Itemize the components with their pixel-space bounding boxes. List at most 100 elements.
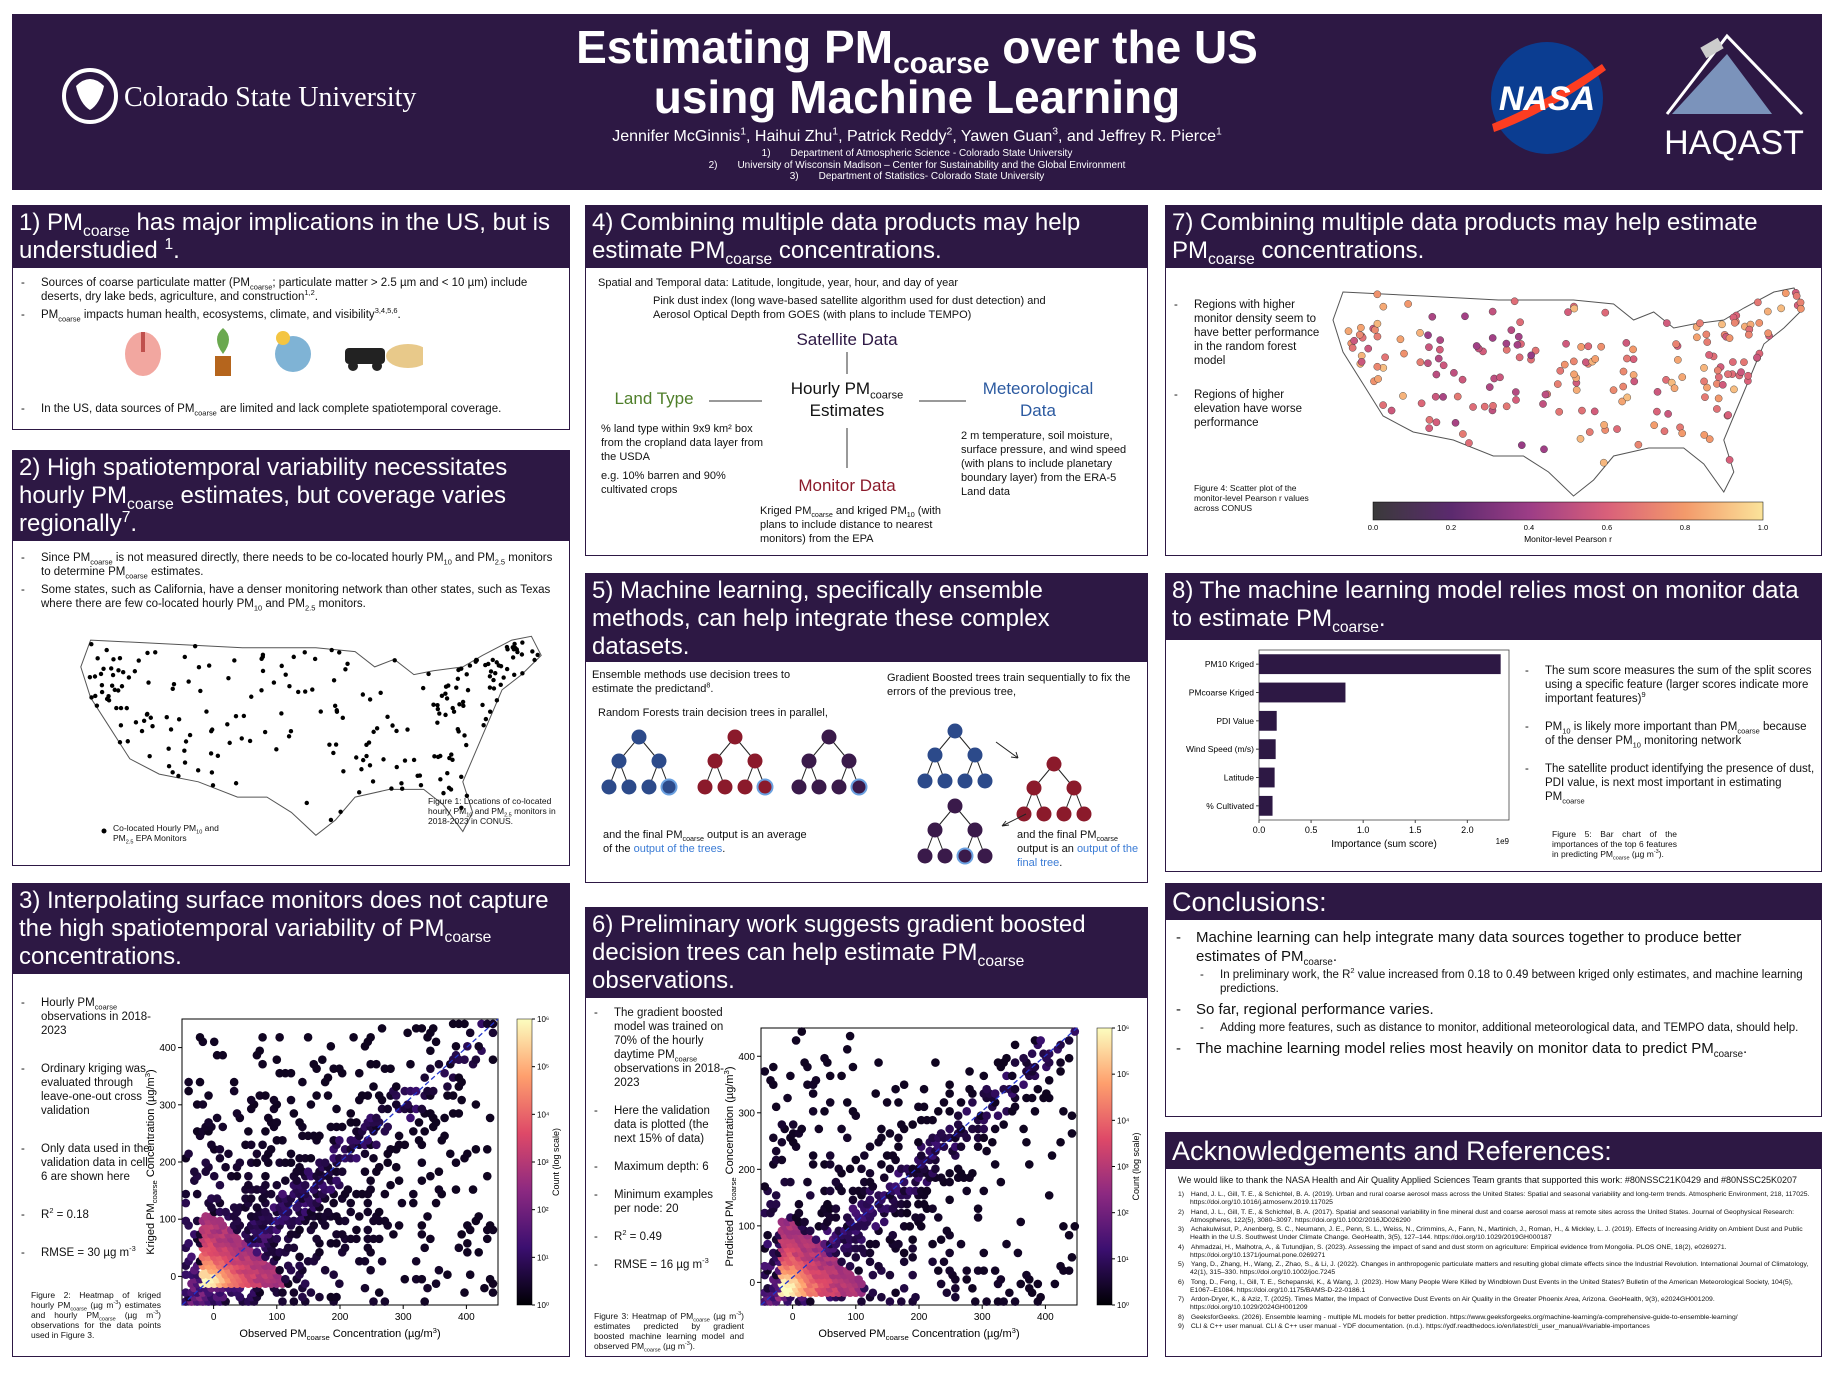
pearson-dot: [1705, 435, 1714, 443]
heatmap-cell: [283, 1261, 293, 1271]
text-run: Sources of coarse particulate matter (PM: [41, 277, 250, 289]
title-line: using Machine Learning: [653, 71, 1181, 123]
heatmap-cell: [374, 1162, 384, 1172]
conclusion: Machine learning can help integrate many…: [1172, 928, 1807, 996]
heatmap-cell: [488, 1288, 498, 1297]
heatmap-cell: [323, 1207, 333, 1217]
monitor-dot: [150, 724, 155, 729]
heatmap-cell: [181, 1198, 191, 1208]
pearson-dot: [1670, 384, 1679, 393]
affiliation: 2) University of Wisconsin Madison – Cen…: [708, 159, 1126, 171]
pearson-dot: [1512, 388, 1520, 396]
panel-title: 8) The machine learning model relies mos…: [1166, 574, 1821, 640]
x-offset-label: 1e9: [1496, 837, 1510, 846]
pearson-dot: [1515, 353, 1524, 362]
monitor-dot: [310, 687, 315, 692]
monitor-dot: [512, 641, 517, 647]
heatmap-cell: [463, 1149, 472, 1159]
satellite-label: Satellite Data: [796, 330, 898, 349]
heatmap-cell: [451, 1158, 461, 1168]
pearson-dot: [1705, 351, 1713, 359]
tree-node: [660, 778, 678, 796]
subscript: coarse: [870, 389, 904, 402]
heatmap-cell: [315, 1292, 324, 1302]
heatmap-cell: [380, 1189, 390, 1199]
heatmap-cell: [363, 1225, 373, 1235]
heatmap-cell: [951, 1284, 960, 1293]
pearson-dot: [1373, 290, 1382, 299]
heatmap-cell: [897, 1297, 906, 1306]
monitor-dot: [198, 688, 203, 694]
heatmap-cell: [428, 1024, 438, 1033]
heatmap-cell: [198, 1100, 208, 1109]
text-run: Jennifer McGinnis: [612, 128, 741, 145]
heatmap-cell: [232, 1109, 242, 1118]
bar: [1259, 654, 1501, 675]
heatmap-cell: [894, 1142, 903, 1151]
heatmap-cell: [888, 1230, 898, 1240]
heatmap-cell: [848, 1106, 858, 1116]
heatmap-cell: [258, 1033, 267, 1042]
text-run: The machine learning model relies most h…: [1196, 1040, 1714, 1057]
heatmap-cell: [184, 1077, 193, 1087]
pearson-dot: [1740, 358, 1748, 366]
tree-edge: [808, 736, 830, 762]
monitor-dot: [364, 753, 369, 759]
tree-node: [937, 773, 953, 789]
text-run: ): [437, 1328, 441, 1340]
pearson-dot: [1600, 421, 1608, 429]
heatmap-cell: [326, 1041, 336, 1051]
monitor-dot: [501, 675, 506, 680]
heatmap-cell: [340, 1216, 350, 1226]
heatmap-cell: [337, 1230, 347, 1239]
superscript: 3: [1012, 1326, 1016, 1335]
heatmap-cell: [885, 1129, 895, 1138]
monitor-dot: [450, 705, 455, 711]
heatmap-cell: [312, 1234, 321, 1244]
panel-2: 2) High spatiotemporal variability neces…: [12, 450, 570, 866]
monitor-dot: [494, 660, 499, 665]
monitor-dot: [487, 685, 493, 690]
heatmap-cell: [965, 1067, 974, 1076]
monitor-dot: [420, 685, 426, 691]
monitor-dot: [126, 675, 132, 680]
monitor-dot: [411, 757, 417, 763]
monitor-dot: [371, 729, 376, 735]
heatmap-cell: [374, 1091, 384, 1100]
figure-caption: Figure 5: Bar chart of the importances o…: [1552, 829, 1677, 861]
monitor-dot: [249, 694, 254, 699]
tree-edge: [848, 760, 860, 788]
text-run: estimates, but coverage varies regionall…: [19, 482, 507, 537]
heatmap-cell: [805, 1226, 815, 1236]
pearson-dot: [1357, 323, 1365, 332]
monitor-dot: [141, 718, 147, 723]
monitor-dot: [504, 666, 510, 672]
pearson-dot: [1700, 364, 1708, 372]
panel-title: 1) PMcoarse has major implications in th…: [13, 206, 569, 268]
tree-node: [641, 779, 657, 795]
reference: 3) Achakulwisut, P., Anenberg, S. C., Ne…: [1178, 1226, 1803, 1241]
heatmap-cell: [825, 1186, 835, 1196]
heatmap-cell: [1056, 1040, 1065, 1050]
x-tick-label: 200: [332, 1312, 349, 1323]
x-tick-label: 0: [211, 1312, 217, 1323]
monitor-dot: [182, 748, 187, 753]
heatmap-cell: [374, 1234, 384, 1244]
text-run: Observed PM: [239, 1328, 306, 1340]
text-run: , and Jeffrey R. Pierce: [1058, 128, 1217, 145]
tree-edge: [1023, 787, 1035, 815]
heatmap-cell: [403, 1100, 412, 1109]
tree-edge: [924, 754, 936, 782]
heatmap-cell: [300, 1180, 310, 1190]
text-run: (with plans to include distance to neare…: [760, 505, 942, 545]
heatmap-cell: [939, 1142, 949, 1151]
heatmap-cell: [990, 1266, 1000, 1275]
category-label: % Cultivated: [1206, 801, 1254, 811]
monitor-dot: [451, 709, 457, 714]
text-run: 6) Preliminary work suggests gradient bo…: [592, 911, 1086, 966]
pearson-dot: [1472, 342, 1481, 350]
icon-pot: [215, 356, 231, 376]
monitor-map: [80, 635, 542, 836]
heatmap-cell: [332, 1104, 341, 1114]
monitor-dot: [405, 727, 410, 732]
